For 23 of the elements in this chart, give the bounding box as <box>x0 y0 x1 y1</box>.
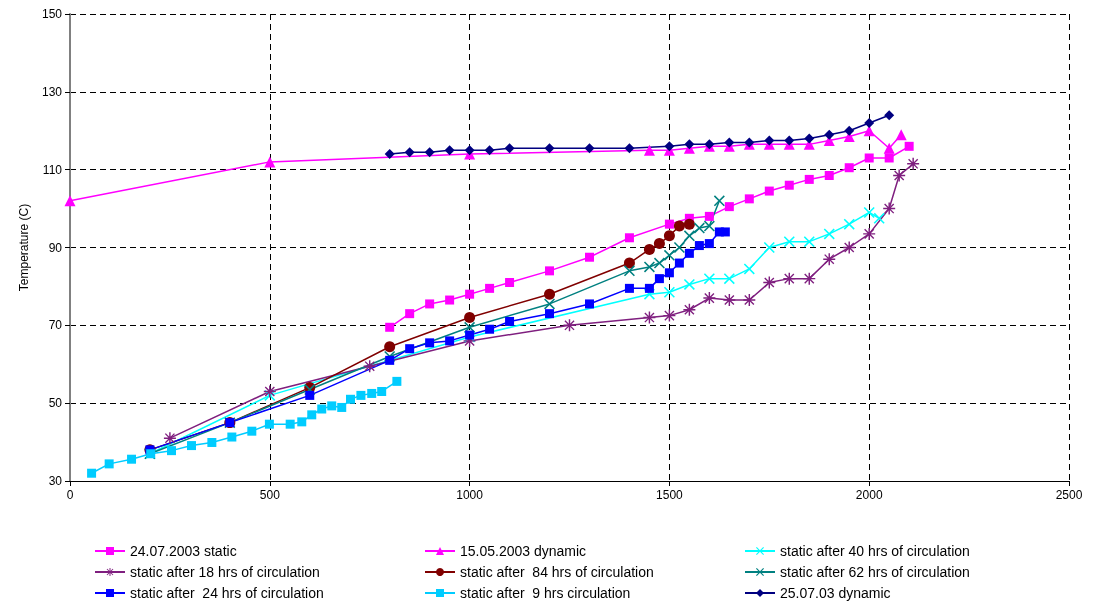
y-tick-label: 150 <box>41 7 63 21</box>
x-tick-label: 2000 <box>855 488 883 502</box>
legend-label: static after 9 hrs circulation <box>460 585 631 601</box>
y-tick-label: 130 <box>41 84 63 99</box>
y-tick-label: 30 <box>48 474 63 488</box>
legend-label: static after 84 hrs of circulation <box>460 564 654 580</box>
x-tick-label: 1500 <box>656 488 684 502</box>
legend-label: static after 24 hrs of circulation <box>130 585 324 601</box>
legend-label: static after 40 hrs of circulation <box>780 543 970 559</box>
legend-label: 15.05.2003 dynamic <box>460 543 587 559</box>
x-tick-label: 0 <box>66 488 74 502</box>
x-tick-label: 1000 <box>456 488 484 502</box>
y-axis-title: Temperature (C) <box>17 203 31 292</box>
legend-label: static after 18 hrs of circulation <box>130 564 320 580</box>
y-tick-label: 110 <box>42 162 63 177</box>
y-tick-label: 50 <box>48 396 63 411</box>
x-tick-label: 2500 <box>1055 488 1083 502</box>
x-tick-label: 500 <box>259 488 281 502</box>
legend-label: 24.07.2003 static <box>130 543 237 559</box>
y-tick-label: 70 <box>48 318 63 333</box>
y-tick-label: 90 <box>48 240 63 255</box>
legend-label: 25.07.03 dynamic <box>780 585 891 601</box>
legend-label: static after 62 hrs of circulation <box>780 564 970 580</box>
